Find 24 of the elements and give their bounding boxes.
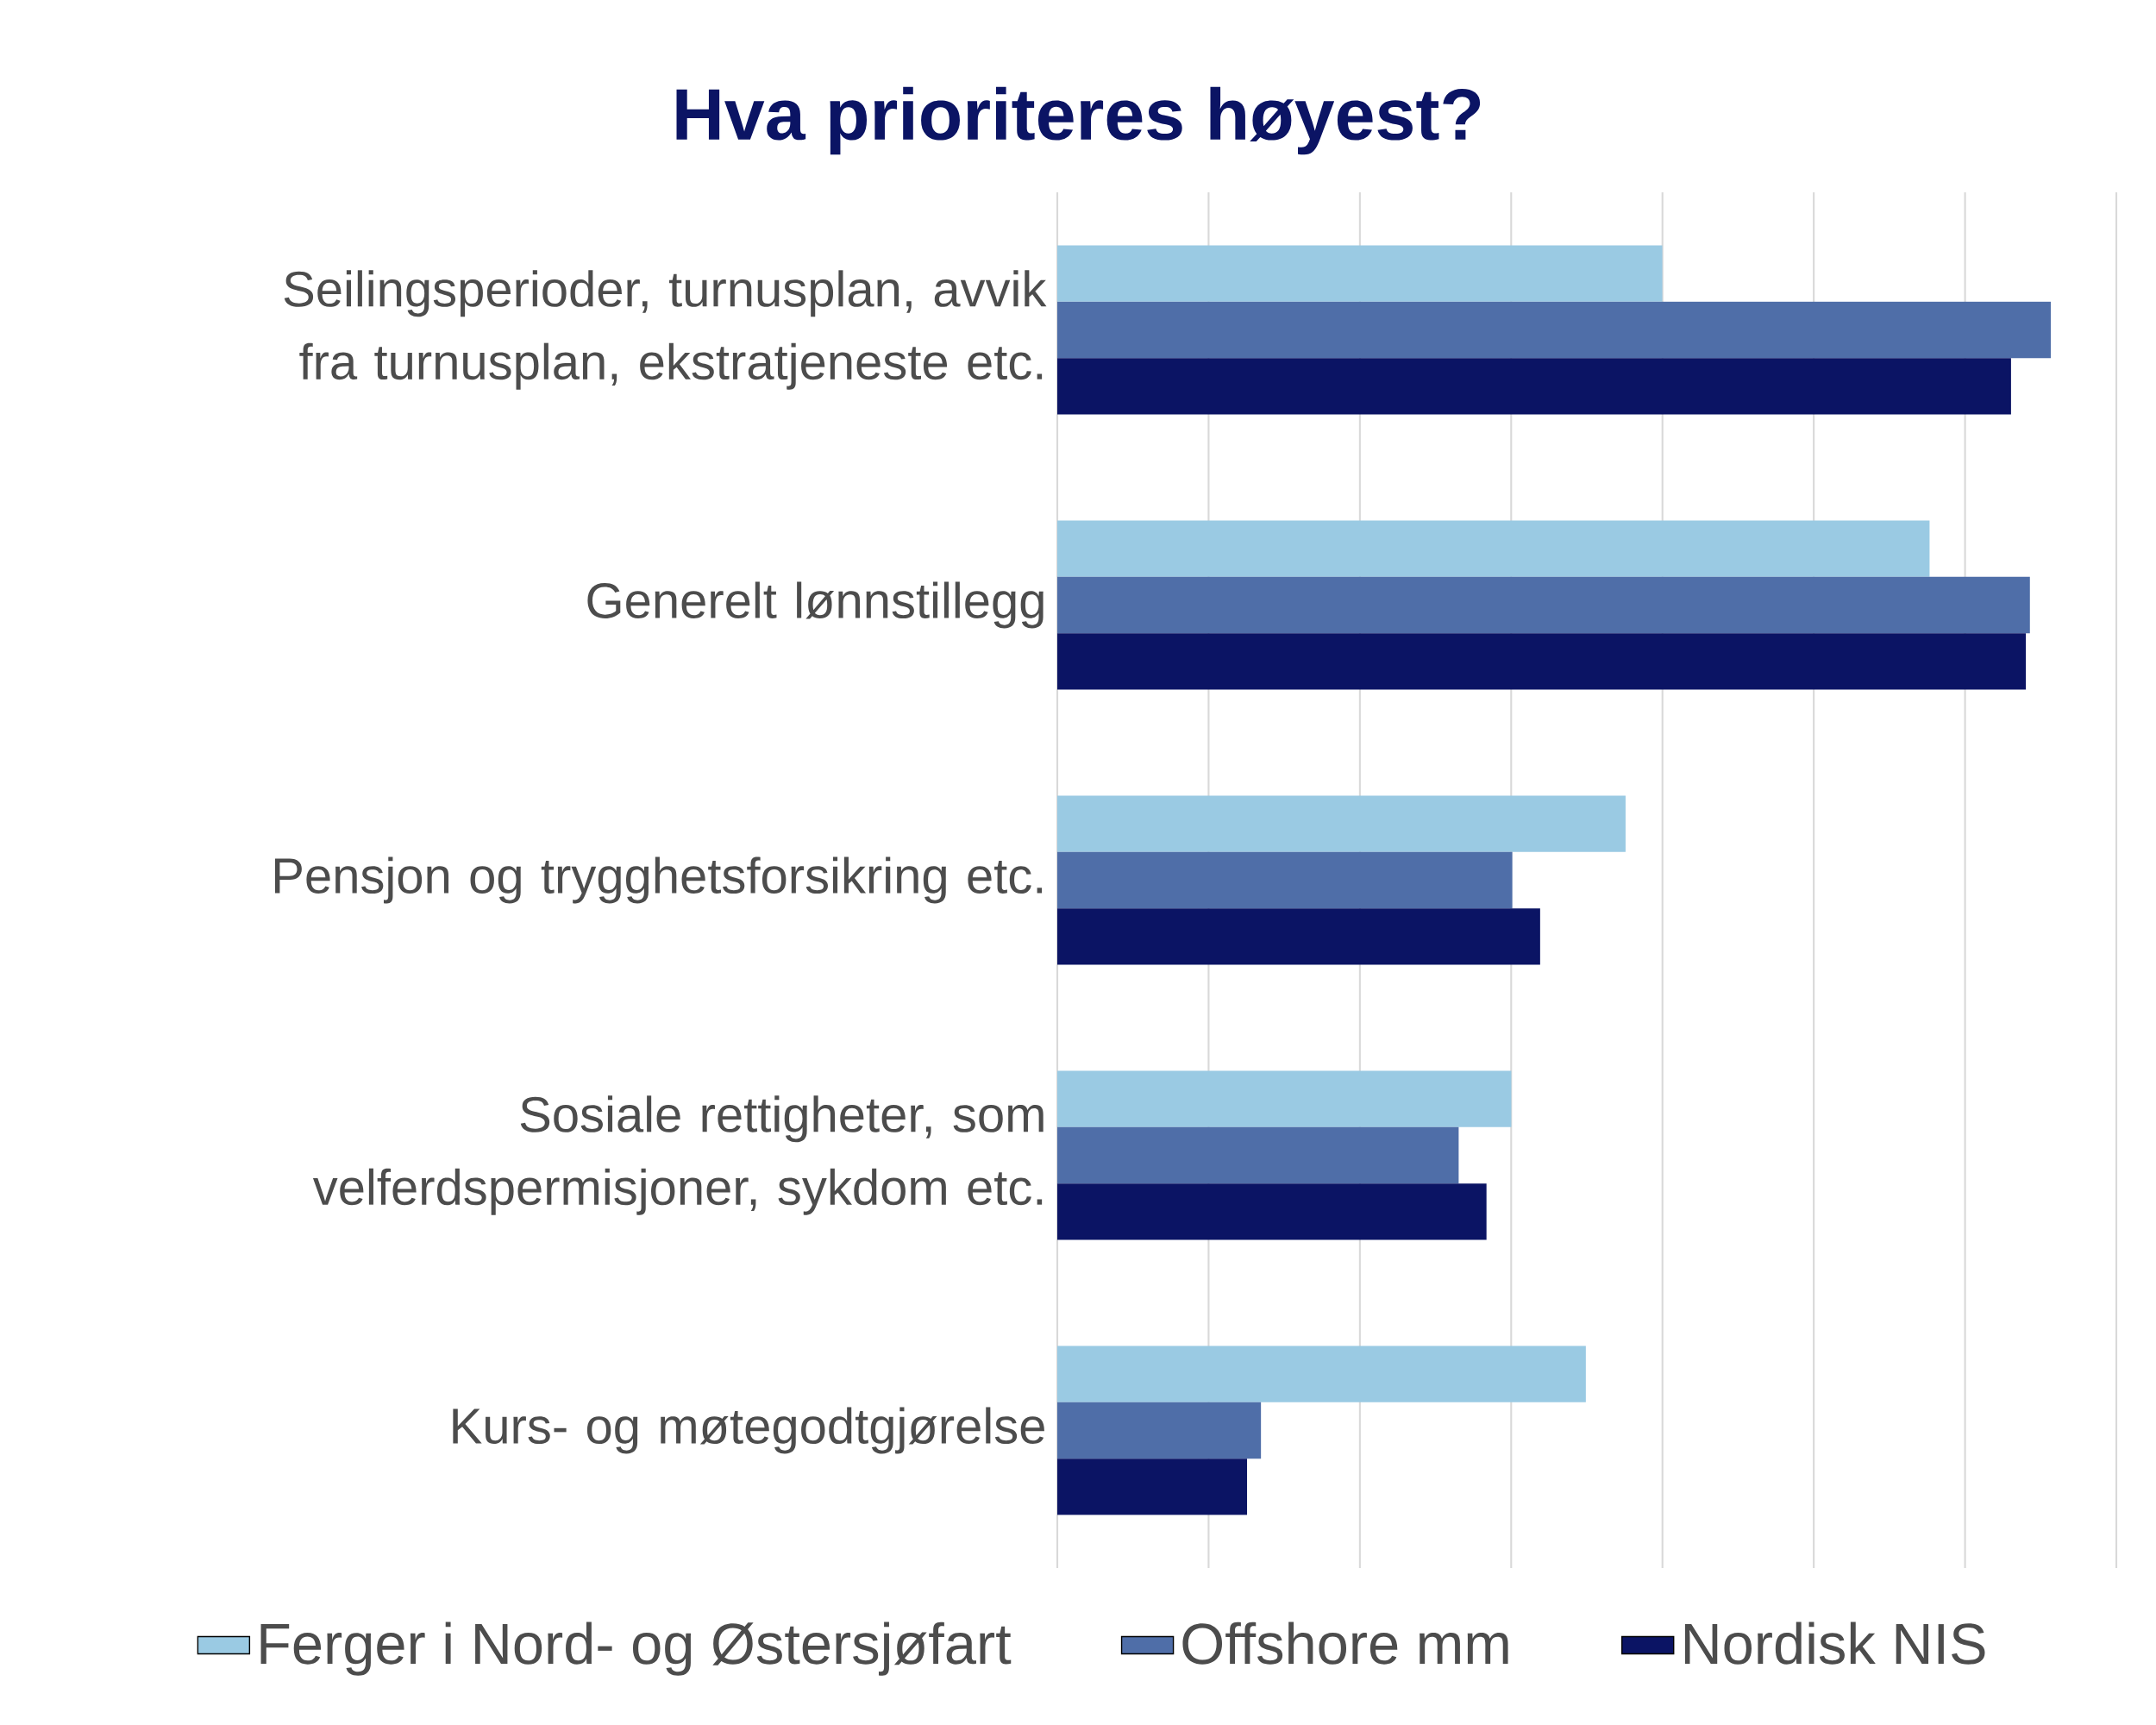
legend-label: Nordisk NIS [1684,1622,1985,1665]
bar [1057,633,2027,690]
y-tick-label: Generelt lønnstillegg [587,581,1044,629]
bar [1057,908,1540,965]
bar [1057,520,1930,577]
bar [1057,1126,1459,1184]
legend-label: Offshore mm [1182,1622,1508,1665]
y-tick-label: Pensjon og trygghetsforsikring etc. [275,856,1043,904]
bar [1057,358,2011,415]
bar [1057,795,1626,852]
y-tick-label: Kurs- og møtegodtgjørelse [453,1407,1044,1454]
bar [1057,1402,1262,1459]
bar [1057,245,1663,302]
bar [1057,1070,1512,1127]
chart-title: Hva prioriteres høyest? [676,86,1481,155]
bar [1057,851,1513,909]
y-tick-label: Sosiale rettigheter, som velferdspermisjoner, sykdom etc. [312,1095,1044,1215]
bar [1057,301,2051,359]
bar [1057,576,2030,634]
bar [1057,1183,1487,1240]
bar [1057,1346,1586,1402]
legend-label: Ferger i Nord- og Østersjøfart [260,1622,1012,1676]
y-tick-label: Seilingsperioder, turnusplan, avvik fra turnusplan, ekstratjeneste etc. [284,270,1047,390]
bar [1057,1458,1248,1515]
